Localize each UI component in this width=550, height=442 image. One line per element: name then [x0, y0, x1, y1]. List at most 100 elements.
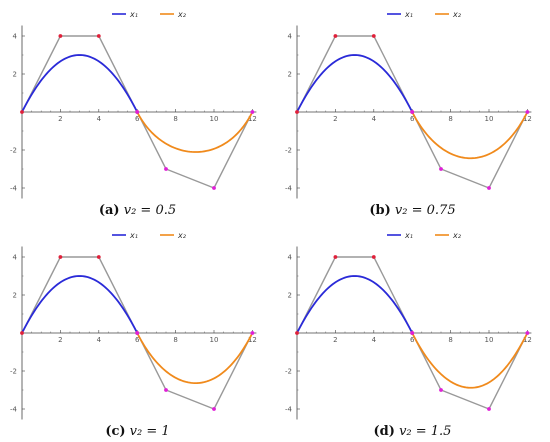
control-point — [58, 255, 63, 259]
series-2-curve — [411, 111, 529, 160]
y-tick-label: -2 — [285, 147, 292, 155]
y-tick-label: -2 — [10, 147, 17, 155]
control-point — [212, 186, 216, 190]
legend-label: x₁ — [404, 231, 413, 240]
x-tick-label: 6 — [410, 336, 415, 344]
series-2-curve — [136, 332, 254, 385]
control-point — [525, 331, 530, 335]
series-1-curve — [21, 275, 139, 334]
caption-label: (a) — [98, 203, 120, 218]
control-polygon-2 — [411, 332, 529, 410]
y-tick-label: -2 — [10, 368, 17, 376]
legend-label: x₂ — [177, 231, 187, 240]
caption-text: v₂ = 1.5 — [394, 424, 452, 439]
control-point — [135, 331, 140, 335]
chart-panel: 2 4 6 8 10 12 4 2 -2 -4 x₁ x₂ (d) v₂ = 1.5 — [275, 221, 550, 442]
control-polygon-2 — [136, 111, 254, 189]
legend-label: x₂ — [452, 231, 462, 240]
y-tick-label: 2 — [288, 292, 292, 300]
control-point — [333, 255, 338, 259]
chart-panel: 2 4 6 8 10 12 4 2 -2 -4 x₁ x₂ (c) v₂ = 1 — [0, 221, 275, 442]
control-point — [164, 167, 168, 171]
control-point — [135, 110, 140, 114]
control-point — [487, 407, 491, 411]
x-tick-label: 12 — [248, 115, 257, 123]
legend: x₁ x₂ — [387, 10, 462, 19]
x-tick-label: 10 — [210, 336, 219, 344]
subfigure-caption: (c) v₂ = 1 — [0, 424, 275, 439]
control-point — [410, 110, 415, 114]
y-tick-label: 2 — [13, 292, 17, 300]
control-point — [439, 167, 443, 171]
control-point — [164, 388, 168, 392]
control-point — [439, 388, 443, 392]
control-polygon-1 — [296, 35, 413, 113]
x-tick-label: 6 — [135, 336, 140, 344]
control-point — [250, 110, 255, 114]
control-point — [295, 331, 299, 335]
chart-svg: 2 4 6 8 10 12 4 2 -2 -4 x₁ x₂ — [10, 10, 257, 199]
x-tick-label: 10 — [485, 336, 494, 344]
control-polygon-1 — [21, 35, 138, 113]
x-tick-label: 6 — [135, 115, 140, 123]
x-tick-label: 12 — [523, 115, 532, 123]
x-tick-label: 6 — [410, 115, 415, 123]
series-2-curve — [136, 111, 254, 153]
chart-panel: 2 4 6 8 10 12 4 2 -2 -4 x₁ x₂ (a) v₂ = 0.5 — [0, 0, 275, 221]
chart-svg: 2 4 6 8 10 12 4 2 -2 -4 x₁ x₂ — [285, 10, 532, 199]
caption-text: v₂ = 0.75 — [390, 203, 456, 218]
subfigure-caption: (a) v₂ = 0.5 — [0, 203, 275, 218]
caption-label: (c) — [105, 424, 126, 439]
caption-label: (b) — [369, 203, 391, 218]
x-tick-label: 8 — [173, 115, 177, 123]
control-point — [333, 34, 338, 38]
y-tick-label: 4 — [13, 33, 18, 41]
x-tick-label: 8 — [448, 115, 452, 123]
control-polygon-2 — [136, 332, 254, 410]
y-tick-label: 4 — [288, 254, 293, 262]
caption-text: v₂ = 0.5 — [119, 203, 177, 218]
x-tick-label: 2 — [333, 336, 337, 344]
y-tick-label: -4 — [10, 185, 18, 193]
series-1-curve — [296, 275, 414, 334]
x-tick-label: 10 — [210, 115, 219, 123]
x-tick-label: 2 — [58, 336, 62, 344]
control-point — [20, 110, 24, 114]
control-point — [58, 34, 63, 38]
control-point — [212, 407, 216, 411]
control-point — [371, 255, 376, 259]
x-tick-label: 8 — [173, 336, 177, 344]
series-1-curve — [21, 54, 139, 113]
x-tick-label: 4 — [372, 336, 377, 344]
legend: x₁ x₂ — [387, 231, 462, 240]
legend-label: x₁ — [129, 231, 138, 240]
x-tick-label: 2 — [58, 115, 62, 123]
y-tick-label: 2 — [288, 71, 292, 79]
x-tick-label: 2 — [333, 115, 337, 123]
x-tick-label: 4 — [97, 115, 102, 123]
y-tick-label: 4 — [288, 33, 293, 41]
control-point — [20, 331, 24, 335]
x-tick-label: 12 — [523, 336, 532, 344]
y-tick-label: 4 — [13, 254, 18, 262]
y-tick-label: 2 — [13, 71, 17, 79]
y-tick-label: -2 — [285, 368, 292, 376]
control-point — [295, 110, 299, 114]
y-tick-label: -4 — [10, 406, 18, 414]
control-polygon-2 — [411, 111, 529, 189]
x-tick-label: 12 — [248, 336, 257, 344]
legend-label: x₂ — [452, 10, 462, 19]
legend-label: x₁ — [404, 10, 413, 19]
legend-label: x₁ — [129, 10, 138, 19]
x-tick-label: 4 — [97, 336, 102, 344]
legend: x₁ x₂ — [112, 231, 187, 240]
series-2-curve — [411, 332, 529, 389]
subfigure-caption: (b) v₂ = 0.75 — [275, 203, 550, 218]
control-point — [525, 110, 530, 114]
control-point — [250, 331, 255, 335]
caption-text: v₂ = 1 — [125, 424, 170, 439]
control-polygon-1 — [21, 256, 138, 334]
control-point — [96, 255, 101, 259]
x-tick-label: 4 — [372, 115, 377, 123]
control-point — [410, 331, 415, 335]
